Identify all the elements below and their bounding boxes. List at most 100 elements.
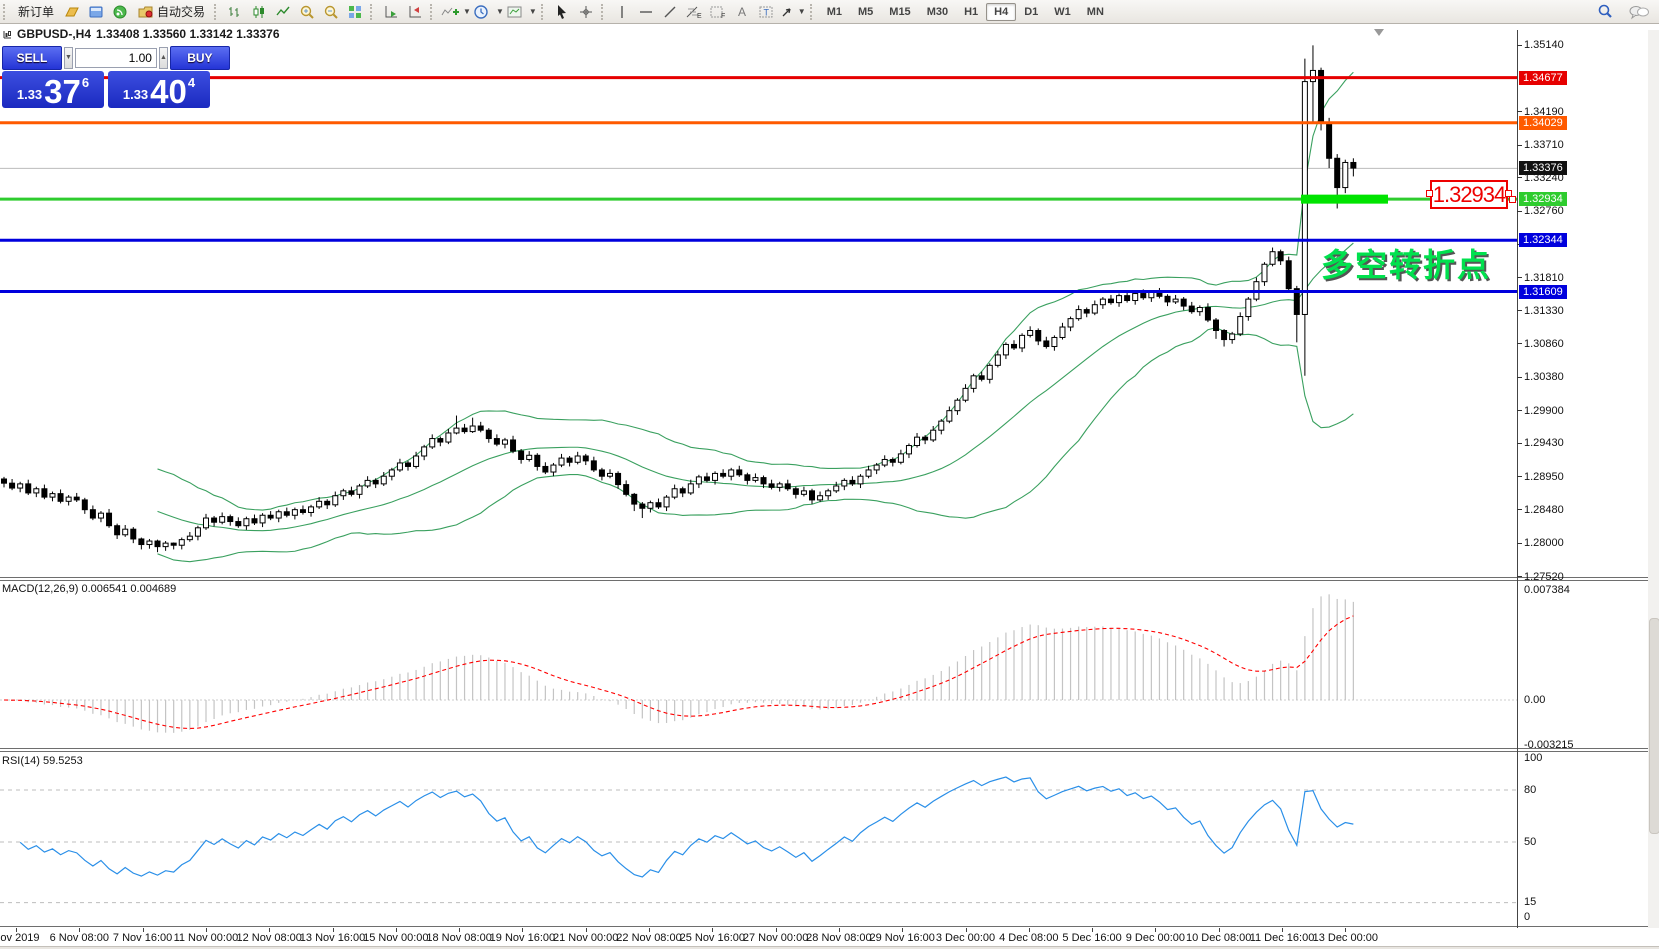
sell-button[interactable]: SELL: [2, 45, 62, 70]
candle-body[interactable]: [324, 500, 331, 506]
highlighted-level-segment[interactable]: [1301, 194, 1388, 204]
candle-body[interactable]: [243, 518, 250, 527]
candle-body[interactable]: [340, 490, 347, 497]
candle-body[interactable]: [784, 483, 791, 490]
arrows-tool-icon[interactable]: ▼: [778, 1, 807, 23]
candle-body[interactable]: [469, 425, 476, 433]
candle-body[interactable]: [41, 488, 48, 498]
candle-body[interactable]: [1309, 69, 1316, 83]
auto-scroll-icon[interactable]: [379, 1, 403, 23]
candle-body[interactable]: [1099, 298, 1106, 306]
candle-body[interactable]: [122, 528, 129, 536]
terminal-window-icon[interactable]: [84, 1, 108, 23]
candle-body[interactable]: [962, 387, 969, 401]
candle-body[interactable]: [299, 509, 306, 513]
mql5-signals-icon[interactable]: [108, 1, 132, 23]
candle-body[interactable]: [267, 514, 274, 519]
candle-body[interactable]: [986, 364, 993, 380]
candle-body[interactable]: [154, 540, 161, 548]
candle-body[interactable]: [1172, 298, 1179, 303]
candle-body[interactable]: [97, 512, 104, 519]
candle-body[interactable]: [978, 375, 985, 380]
turning-point-annotation[interactable]: 多空转折点: [1321, 247, 1492, 283]
candle-body[interactable]: [849, 479, 856, 485]
candle-body[interactable]: [388, 469, 395, 477]
candle-body[interactable]: [501, 439, 508, 445]
buy-button[interactable]: BUY: [169, 45, 230, 70]
candle-body[interactable]: [970, 375, 977, 389]
candle-body[interactable]: [526, 454, 533, 460]
candle-body[interactable]: [308, 506, 315, 513]
candle-body[interactable]: [1245, 298, 1252, 318]
candle-body[interactable]: [598, 469, 605, 477]
candle-body[interactable]: [631, 493, 638, 505]
candle-body[interactable]: [695, 476, 702, 485]
tile-windows-icon[interactable]: [343, 1, 367, 23]
candle-body[interactable]: [1116, 295, 1123, 304]
candle-body[interactable]: [429, 438, 436, 448]
candle-body[interactable]: [364, 479, 371, 487]
candle-body[interactable]: [841, 479, 848, 487]
candle-body[interactable]: [291, 509, 298, 516]
candle-body[interactable]: [534, 454, 541, 467]
candle-body[interactable]: [809, 490, 815, 501]
candle-body[interactable]: [1043, 340, 1050, 348]
candle-body[interactable]: [954, 399, 961, 412]
buy-price-display[interactable]: 1.33 40 4: [108, 71, 210, 108]
chart-shift-icon[interactable]: [403, 1, 427, 23]
main-price-chart[interactable]: [0, 30, 1517, 578]
candle-body[interactable]: [437, 438, 444, 443]
candle-body[interactable]: [477, 425, 484, 431]
candle-body[interactable]: [57, 493, 64, 502]
candle-body[interactable]: [615, 472, 622, 486]
candle-body[interactable]: [566, 457, 573, 463]
candle-body[interactable]: [49, 493, 56, 498]
zoom-out-icon[interactable]: [319, 1, 343, 23]
rsi-indicator-panel[interactable]: [0, 752, 1517, 926]
candle-body[interactable]: [881, 458, 888, 466]
candle-body[interactable]: [873, 464, 880, 471]
candle-body[interactable]: [1059, 326, 1066, 338]
candle-body[interactable]: [396, 462, 403, 471]
volume-decrease-button[interactable]: ▼: [64, 46, 73, 69]
candle-body[interactable]: [1326, 122, 1333, 159]
chat-icon[interactable]: [1627, 1, 1651, 23]
candle-body[interactable]: [1196, 306, 1203, 313]
candle-body[interactable]: [703, 476, 710, 481]
timeframe-button-w1[interactable]: W1: [1054, 5, 1071, 18]
candle-body[interactable]: [946, 410, 953, 422]
fibo-grid-tool-icon[interactable]: F: [706, 1, 730, 23]
candle-body[interactable]: [720, 472, 727, 477]
candle-body[interactable]: [1019, 334, 1026, 349]
candle-body[interactable]: [1075, 309, 1082, 320]
candle-body[interactable]: [380, 475, 387, 485]
candle-body[interactable]: [81, 499, 88, 511]
candle-body[interactable]: [1091, 304, 1098, 314]
candle-body[interactable]: [1293, 288, 1300, 315]
candle-body[interactable]: [348, 490, 355, 495]
candle-body[interactable]: [461, 427, 468, 433]
candle-body[interactable]: [405, 462, 411, 467]
timeframe-button-m15[interactable]: M15: [889, 5, 911, 18]
zoom-in-icon[interactable]: [295, 1, 319, 23]
timeframe-button-h1[interactable]: H1: [964, 5, 979, 18]
candle-body[interactable]: [914, 436, 921, 447]
candle-body[interactable]: [728, 469, 735, 477]
candle-body[interactable]: [1180, 298, 1187, 307]
candle-body[interactable]: [485, 429, 492, 440]
candle-body[interactable]: [372, 479, 379, 485]
volume-increase-button[interactable]: ▲: [158, 46, 168, 69]
candle-body[interactable]: [1277, 251, 1284, 262]
candle-body[interactable]: [1083, 309, 1090, 314]
candle-body[interactable]: [1132, 293, 1139, 302]
candle-body[interactable]: [170, 542, 177, 546]
candle-body[interactable]: [316, 500, 323, 508]
hline-selection-handle[interactable]: [1509, 196, 1516, 203]
candle-body[interactable]: [1027, 329, 1034, 336]
candle-body[interactable]: [1342, 161, 1349, 189]
candle-body[interactable]: [17, 483, 24, 489]
candle-body[interactable]: [251, 518, 258, 524]
candle-body[interactable]: [25, 483, 32, 494]
candle-body[interactable]: [1213, 319, 1219, 331]
candle-body[interactable]: [130, 528, 137, 540]
